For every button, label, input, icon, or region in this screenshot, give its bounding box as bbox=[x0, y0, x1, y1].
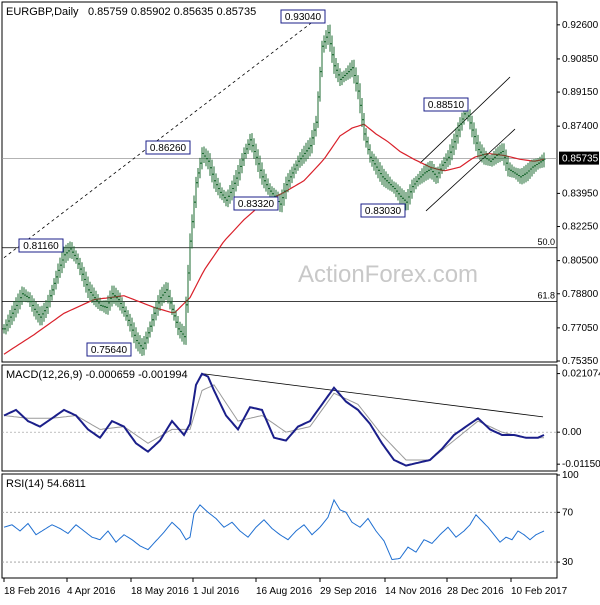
header-ohlc: 0.85759 0.85902 0.85635 0.85735 bbox=[88, 6, 256, 18]
macd-axis-label: -0.011507 bbox=[562, 459, 600, 470]
macd-trendline bbox=[202, 373, 544, 418]
price-label-box bbox=[233, 196, 279, 211]
price-axis-label: 0.82250 bbox=[562, 222, 599, 233]
rsi-axis-label: 100 bbox=[562, 470, 579, 481]
rsi-title: RSI(14) 54.6811 bbox=[6, 478, 86, 490]
macd-signal-line bbox=[3, 384, 544, 461]
x-axis-label: 16 Aug 2016 bbox=[256, 586, 313, 597]
fib-level-label: 50.0 bbox=[537, 237, 555, 247]
price-label: 0.81160 bbox=[23, 241, 59, 252]
watermark: ActionForex.com bbox=[298, 261, 478, 288]
x-axis-label: 4 Apr 2016 bbox=[67, 586, 116, 597]
price-label: 0.86260 bbox=[150, 143, 187, 154]
price-label-box bbox=[423, 97, 469, 112]
price-axis-label: 0.75350 bbox=[562, 356, 599, 367]
price-label: 0.83320 bbox=[238, 199, 275, 210]
price-axis-label: 0.87400 bbox=[562, 121, 599, 132]
macd-axis-label: 0.021074 bbox=[562, 369, 600, 380]
x-axis-label: 28 Dec 2016 bbox=[447, 586, 504, 597]
price-axis-label: 0.85735 bbox=[562, 154, 599, 165]
x-axis-label: 18 May 2016 bbox=[131, 586, 189, 597]
x-axis-label: 1 Jul 2016 bbox=[193, 586, 240, 597]
x-axis-label: 29 Sep 2016 bbox=[320, 586, 377, 597]
price-label-box bbox=[280, 9, 326, 24]
price-axis-label: 0.89150 bbox=[562, 87, 599, 98]
current-price-badge bbox=[559, 151, 599, 165]
x-axis-label: 18 Feb 2016 bbox=[4, 586, 61, 597]
macd-title: MACD(12,26,9) -0.000659 -0.001994 bbox=[6, 369, 188, 381]
price-label-box bbox=[18, 238, 64, 253]
price-axis-label: 0.80500 bbox=[562, 256, 599, 267]
macd-axis-label: 0.00 bbox=[562, 427, 582, 438]
price-label-box bbox=[86, 342, 132, 357]
price-axis-label: 0.92600 bbox=[562, 20, 599, 31]
rsi-line bbox=[3, 498, 545, 561]
price-label: 0.88510 bbox=[428, 100, 465, 111]
price-label-box bbox=[360, 203, 406, 218]
price-label: 0.75640 bbox=[91, 345, 128, 356]
macd-panel bbox=[1, 364, 558, 472]
rsi-axis-label: 30 bbox=[562, 557, 574, 568]
trendline-dashed bbox=[3, 15, 321, 259]
x-axis-label: 14 Nov 2016 bbox=[385, 586, 442, 597]
macd-line bbox=[3, 372, 545, 467]
price-axis-label: 0.83950 bbox=[562, 188, 599, 199]
header-symbol: EURGBP,Daily bbox=[6, 6, 79, 18]
channel-lower-line bbox=[425, 128, 516, 212]
price-label: 0.93040 bbox=[285, 12, 322, 23]
rsi-axis-label: 70 bbox=[562, 507, 574, 518]
price-axis-label: 0.78800 bbox=[562, 289, 599, 300]
x-axis-label: 10 Feb 2017 bbox=[511, 586, 568, 597]
rsi-panel bbox=[1, 473, 558, 579]
fib-level-label: 61.8 bbox=[537, 290, 555, 300]
channel-upper-line bbox=[419, 76, 511, 164]
price-label: 0.83030 bbox=[365, 206, 402, 217]
price-label-box bbox=[145, 140, 191, 155]
price-axis-label: 0.90850 bbox=[562, 54, 599, 65]
price-panel bbox=[1, 1, 558, 363]
price-axis-label: 0.77050 bbox=[562, 323, 599, 334]
